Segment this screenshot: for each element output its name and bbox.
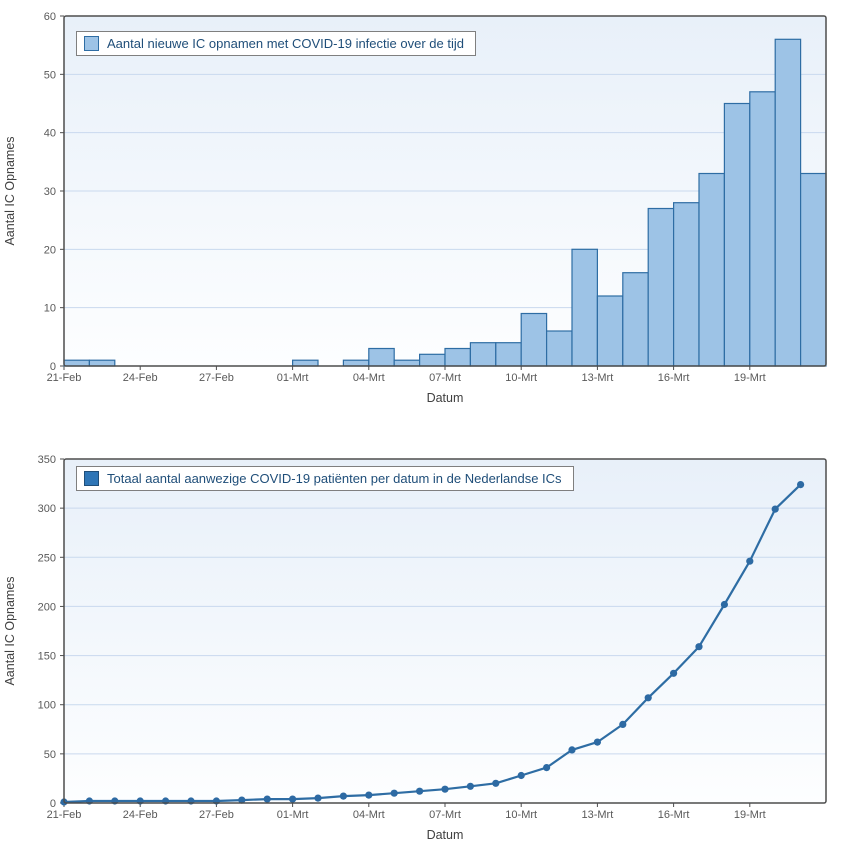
bar bbox=[596, 295, 624, 367]
data-point bbox=[238, 796, 246, 804]
x-tick-label: 16-Mrt bbox=[658, 809, 690, 821]
data-point bbox=[797, 481, 805, 489]
x-axis-title: Datum bbox=[427, 828, 464, 842]
x-tick-label: 21-Feb bbox=[47, 809, 82, 821]
total-ic-patients-chart: 0 50 100 150 200 250 300 350 21-Feb 24-Feb 27-Feb 0… bbox=[0, 431, 849, 861]
bar bbox=[469, 342, 497, 367]
y-tick-label: 150 bbox=[38, 651, 56, 663]
legend-label: Aantal nieuwe IC opnamen met COVID-19 in… bbox=[107, 36, 464, 51]
legend-swatch-icon bbox=[84, 36, 99, 51]
x-tick-label: 07-Mrt bbox=[429, 372, 461, 384]
data-point bbox=[593, 738, 602, 746]
data-point bbox=[568, 746, 576, 754]
y-tick-label: 50 bbox=[44, 749, 56, 761]
y-axis-title: Aantal IC Opnames bbox=[3, 576, 17, 685]
x-tick-label: 10-Mrt bbox=[505, 809, 537, 821]
data-point bbox=[365, 791, 373, 799]
bar bbox=[444, 347, 471, 367]
data-point bbox=[720, 600, 729, 609]
y-tick-label: 100 bbox=[38, 700, 56, 712]
data-point bbox=[289, 795, 297, 803]
bar bbox=[88, 359, 116, 367]
data-point bbox=[517, 771, 525, 780]
data-point bbox=[263, 795, 271, 803]
bar bbox=[520, 312, 548, 367]
x-tick-label: 07-Mrt bbox=[429, 809, 461, 821]
bar bbox=[495, 342, 522, 367]
bar bbox=[749, 91, 776, 367]
bar bbox=[799, 172, 827, 367]
y-tick-label: 50 bbox=[44, 69, 56, 81]
y-tick-label: 250 bbox=[38, 552, 56, 564]
chart-legend: Totaal aantal aanwezige COVID-19 patiënt… bbox=[76, 466, 574, 491]
y-tick-label: 10 bbox=[44, 303, 56, 315]
data-point bbox=[644, 694, 652, 702]
y-tick-label: 0 bbox=[50, 361, 56, 373]
x-tick-label: 27-Feb bbox=[199, 372, 234, 384]
x-tick-label: 21-Feb bbox=[47, 372, 82, 384]
plot-background bbox=[64, 459, 826, 803]
y-tick-label: 300 bbox=[38, 503, 56, 515]
y-tick-label: 0 bbox=[50, 798, 56, 810]
legend-label: Totaal aantal aanwezige COVID-19 patiënt… bbox=[107, 471, 562, 486]
bar bbox=[545, 330, 573, 367]
chart-legend: Aantal nieuwe IC opnamen met COVID-19 in… bbox=[76, 31, 476, 56]
bar bbox=[774, 38, 802, 367]
x-axis-title: Datum bbox=[427, 391, 464, 405]
x-tick-label: 24-Feb bbox=[123, 809, 158, 821]
y-tick-label: 40 bbox=[44, 128, 56, 140]
x-tick-label: 19-Mrt bbox=[734, 372, 766, 384]
plot-frame bbox=[63, 15, 827, 367]
line-chart-canvas: 0 50 100 150 200 250 300 350 21-Feb 24-Feb 27-Feb 0… bbox=[3, 454, 827, 842]
y-tick-label: 200 bbox=[38, 601, 56, 613]
bar-chart-canvas: 0 10 20 30 40 50 60 21-Feb 24-Feb 27-Feb 01-Mrt 04-… bbox=[3, 11, 827, 405]
x-tick-label: 04-Mrt bbox=[353, 372, 385, 384]
data-point bbox=[670, 669, 678, 677]
x-tick-label: 13-Mrt bbox=[582, 372, 614, 384]
x-tick-label: 10-Mrt bbox=[505, 372, 537, 384]
y-tick-label: 350 bbox=[38, 454, 56, 466]
data-point bbox=[492, 779, 500, 787]
data-point bbox=[339, 792, 347, 800]
data-point bbox=[695, 643, 703, 651]
x-tick-label: 01-Mrt bbox=[277, 372, 309, 384]
data-point bbox=[314, 794, 322, 802]
x-tick-label: 24-Feb bbox=[123, 372, 158, 384]
y-tick-label: 30 bbox=[44, 186, 56, 198]
data-point bbox=[771, 505, 779, 513]
x-tick-label: 01-Mrt bbox=[277, 809, 309, 821]
x-tick-label: 27-Feb bbox=[199, 809, 234, 821]
bar bbox=[723, 102, 751, 367]
bar bbox=[342, 359, 370, 367]
bar bbox=[419, 353, 446, 367]
x-tick-label: 19-Mrt bbox=[734, 809, 766, 821]
bar bbox=[63, 359, 90, 367]
bar bbox=[393, 359, 421, 367]
line-series bbox=[63, 483, 802, 804]
bar bbox=[672, 202, 700, 367]
bar bbox=[622, 272, 649, 367]
data-point bbox=[466, 782, 474, 790]
x-tick-label: 16-Mrt bbox=[658, 372, 690, 384]
x-tick-label: 04-Mrt bbox=[353, 809, 385, 821]
data-point bbox=[390, 789, 398, 797]
bar bbox=[698, 172, 725, 367]
data-point bbox=[746, 557, 754, 565]
y-axis-title: Aantal IC Opnames bbox=[3, 136, 17, 245]
bar bbox=[368, 347, 395, 367]
new-ic-admissions-chart: 0 10 20 30 40 50 60 21-Feb 24-Feb 27-Feb 01-Mrt 04-… bbox=[0, 0, 849, 425]
y-tick-label: 60 bbox=[44, 11, 56, 23]
data-point bbox=[619, 720, 627, 728]
data-point bbox=[416, 787, 424, 795]
bar bbox=[571, 248, 598, 367]
bar bbox=[647, 207, 675, 367]
x-tick-label: 13-Mrt bbox=[582, 809, 614, 821]
plot-frame bbox=[63, 458, 827, 804]
data-point bbox=[543, 764, 551, 772]
data-point bbox=[441, 785, 449, 793]
y-tick-label: 20 bbox=[44, 244, 56, 256]
bar bbox=[292, 359, 319, 367]
legend-swatch-icon bbox=[84, 471, 99, 486]
